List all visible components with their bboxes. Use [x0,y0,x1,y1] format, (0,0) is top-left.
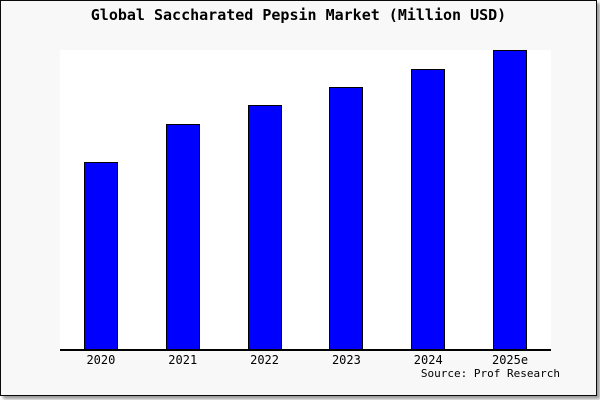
x-tick-label-2024: 2024 [413,353,443,367]
plot-area [60,50,551,351]
x-tick-label-2023: 2023 [331,353,361,367]
bar-band-2024 [387,50,469,349]
x-tick-label-2025e: 2025e [491,353,529,367]
chart-title: Global Saccharated Pepsin Market (Millio… [90,6,507,24]
x-tick-label-2021: 2021 [168,353,198,367]
bar-2020 [83,162,118,349]
x-tick-label-2020: 2020 [86,353,116,367]
x-axis-line [60,349,551,351]
bar-2021 [165,124,200,349]
bar-band-2022 [224,50,306,349]
bar-band-2021 [142,50,224,349]
bar-band-2025e [469,50,551,349]
x-tick-label-2022: 2022 [250,353,280,367]
bar-2022 [247,105,282,349]
bar-2023 [329,87,364,349]
bars [60,50,551,349]
x-axis-labels: 2020 2021 2022 2023 2024 2025e [60,354,551,367]
bar-band-2020 [60,50,142,349]
source-note: Source: Prof Research [420,367,560,380]
bar-2025e [493,50,528,349]
bar-2024 [411,69,446,349]
bar-band-2023 [305,50,387,349]
